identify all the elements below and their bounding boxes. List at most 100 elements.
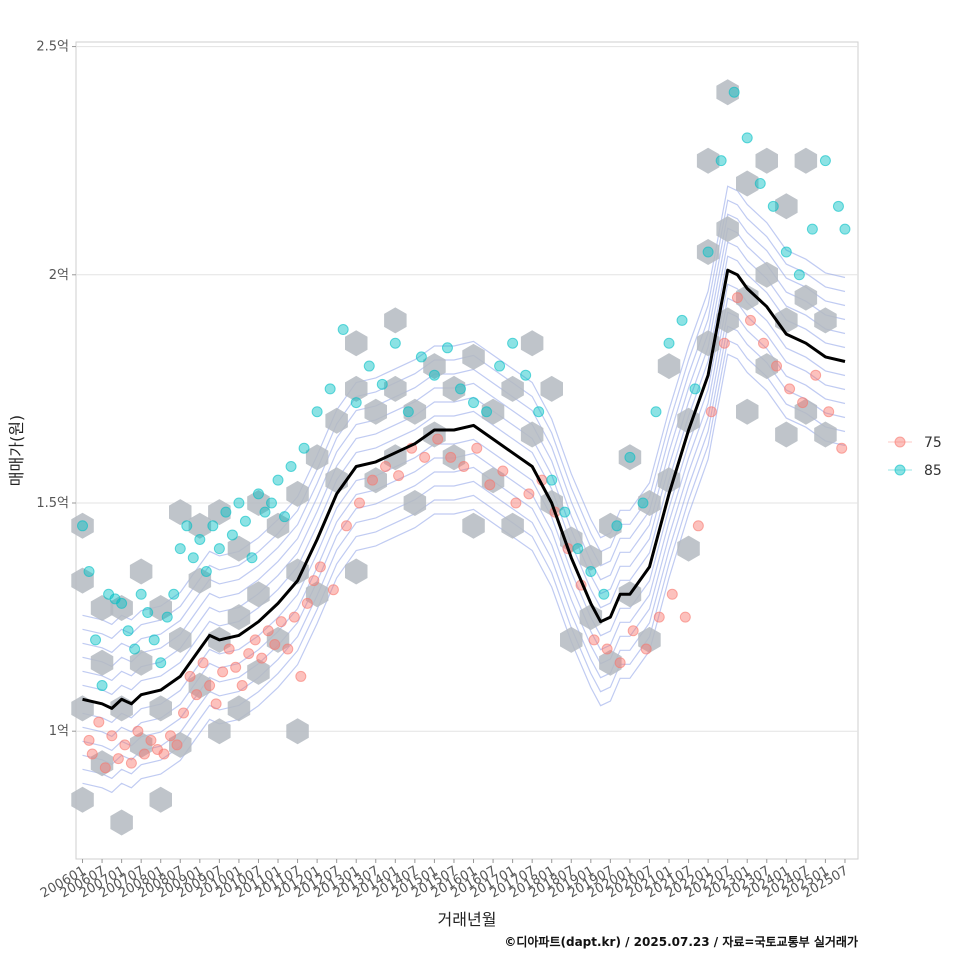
scatter-point-85 [266,497,277,509]
scatter-point-75 [327,584,339,596]
scatter-point-75 [666,588,678,600]
scatter-point-85 [415,351,427,363]
scatter-point-75 [836,442,848,454]
scatter-point-85 [298,442,310,454]
scatter-point-75 [771,360,783,372]
scatter-point-75 [262,625,274,637]
scatter-point-85 [715,155,727,167]
hex-bin [71,786,94,813]
hex-bin [638,490,661,516]
hex-bin [247,490,270,516]
scatter-point-85 [337,324,349,336]
scatter-point-85 [389,337,401,349]
scatter-point-85 [135,588,147,600]
hex-bin [755,261,778,288]
scatter-point-85 [454,383,466,395]
scatter-point-85 [520,369,532,381]
hex-bin [716,79,739,106]
scatter-point-85 [428,369,440,381]
scatter-point-75 [145,734,157,746]
hex-bin [227,535,251,562]
hex-bin [188,567,212,594]
scatter-point-75 [705,406,717,418]
hex-bin [90,595,114,621]
scatter-point-75 [627,625,639,637]
legend-key-marker [894,464,906,476]
plot-panel [75,41,859,860]
hex-bin [149,695,172,722]
scatter-point-85 [624,451,636,463]
scatter-point-75 [269,638,281,650]
hex-bin [638,626,661,653]
hex-bin [345,558,368,585]
scatter-point-75 [204,680,216,692]
scatter-point-85 [207,520,219,532]
hex-bin [618,444,642,471]
hex-bin [736,284,759,311]
scatter-point-75 [288,611,300,623]
hex-bin [814,307,837,334]
scatter-point-85 [441,342,453,354]
hex-bin [208,499,231,526]
scatter-point-75 [380,460,392,472]
scatter-point-85 [187,552,199,564]
scatter-point-85 [350,397,362,409]
scatter-point-75 [106,730,118,742]
hex-bin [345,330,368,357]
scatter-point-85 [598,588,610,600]
scatter-point-75 [158,748,170,760]
y-tick-label: 1억 [49,724,69,739]
plot-layer: 1억1.5억2억2.5억2006012006072007012007072008… [36,40,859,901]
scatter-point-85 [793,269,805,281]
hex-bin [794,147,818,174]
scatter-point-75 [164,730,176,742]
hex-bin [169,626,192,653]
scatter-point-85 [155,657,167,669]
scatter-point-75 [731,292,743,304]
hex-bin [520,330,544,357]
hex-bin [149,595,172,621]
scatter-point-85 [663,337,675,349]
scatter-point-75 [295,670,307,682]
scatter-point-85 [585,565,597,577]
scatter-point-75 [692,520,704,532]
scatter-point-75 [99,762,111,774]
hex-bin [794,398,818,425]
hex-bin [325,407,348,434]
legend: 75 85 [888,435,942,479]
scatter-point-75 [184,670,196,682]
legend-label: 75 [924,435,942,451]
scatter-point-75 [419,451,431,463]
scatter-point-85 [819,155,831,167]
scatter-point-75 [301,597,313,609]
hex-bin [71,567,94,594]
scatter-point-85 [402,406,414,418]
hex-bin [345,375,368,402]
scatter-point-75 [256,652,268,664]
scatter-point-75 [497,465,509,477]
scatter-point-75 [588,634,600,646]
scatter-point-85 [259,506,271,518]
hex-bin [423,353,446,380]
hex-bin [149,786,172,813]
y-axis-title: 매매가(원) [7,415,26,486]
hex-bin [403,490,427,516]
scatter-point-75 [243,648,255,660]
scatter-point-85 [122,625,134,637]
scatter-point-75 [471,442,483,454]
scatter-point-85 [168,588,180,600]
scatter-point-75 [93,716,105,728]
scatter-point-85 [324,383,336,395]
hex-bin [696,239,720,265]
scatter-point-85 [194,534,206,546]
scatter-point-75 [249,634,261,646]
scatter-point-85 [728,86,740,98]
hex-bin [599,649,622,676]
hex-bin [677,535,700,562]
hex-bin [286,480,309,507]
hex-bin [227,695,251,722]
scatter-point-75 [614,657,626,669]
hex-bin [736,398,759,425]
legend-key-marker [894,436,906,448]
scatter-point-85 [559,506,571,518]
